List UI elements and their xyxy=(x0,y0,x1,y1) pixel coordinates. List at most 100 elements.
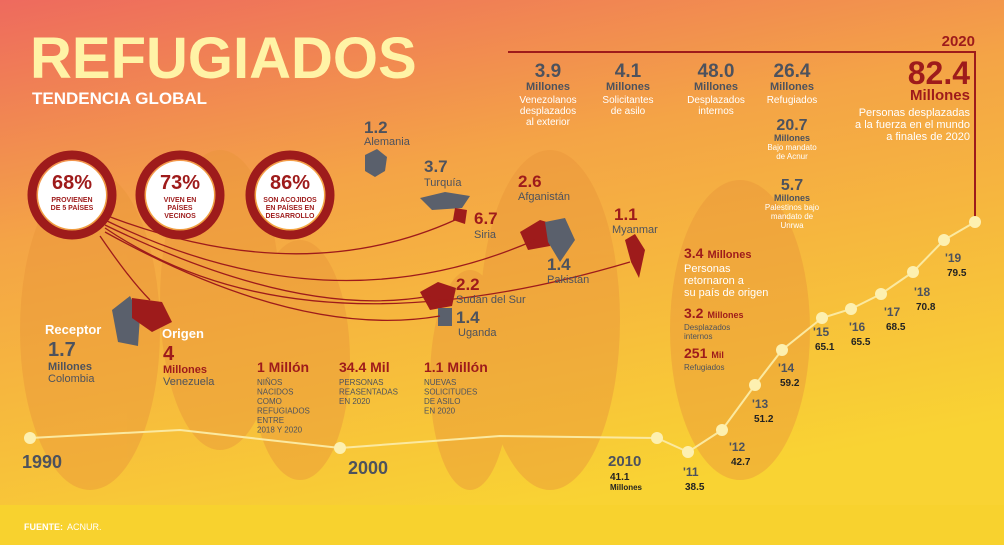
stat-value: 26.4 xyxy=(774,61,811,82)
ring xyxy=(27,150,117,240)
circle-text: DE 5 PAÍSES xyxy=(51,203,94,212)
trend-point xyxy=(682,446,694,458)
stat-text: de asilo xyxy=(611,106,646,117)
total-unit: Millones xyxy=(910,87,970,104)
trend-point xyxy=(938,234,950,246)
return-text: internos xyxy=(684,332,712,341)
year-value: 38.5 xyxy=(685,482,705,493)
trend-point xyxy=(651,432,663,444)
stat-unit: Millones xyxy=(774,193,810,203)
year-value: 68.5 xyxy=(886,322,906,333)
return-unit: Millones xyxy=(707,249,751,261)
stat-text: de Acnur xyxy=(776,152,808,161)
percent: 68% xyxy=(52,172,92,194)
stat-value: 3.9 xyxy=(535,61,561,82)
total-text: Personas desplazadas xyxy=(859,107,971,119)
fact-text: REASENTADAS xyxy=(339,388,398,397)
circle-text: PAÍSES xyxy=(167,203,192,212)
fact-text: DE ASILO xyxy=(424,397,460,406)
return-number: 3.2 xyxy=(684,305,704,321)
country-name: Uganda xyxy=(458,327,497,339)
country-name: Siria xyxy=(474,229,497,241)
fact-text: REFUGIADOS xyxy=(257,407,310,416)
year-label: '14 xyxy=(778,361,795,375)
trend-point xyxy=(749,379,761,391)
fact-text: EN 2020 xyxy=(424,407,456,416)
return-number: 3.4 xyxy=(684,245,704,261)
stat-text: Solicitantes xyxy=(602,95,653,106)
stat-text: Desplazados xyxy=(687,95,745,106)
year-label: '11 xyxy=(683,465,699,479)
year-value: 59.2 xyxy=(780,378,800,389)
fact-text: NIÑOS xyxy=(257,378,282,387)
stat-unit: Millones xyxy=(694,81,738,93)
percent: 86% xyxy=(270,172,310,194)
return-value: 3.4 Millones xyxy=(684,245,751,261)
circle-text: EN PAÍSES EN xyxy=(266,203,315,212)
country-name: Sudán del Sur xyxy=(456,294,526,306)
title: REFUGIADOS xyxy=(30,26,417,91)
total-bracket xyxy=(508,51,976,222)
fact-text: SOLICITUDES xyxy=(424,388,477,397)
fact-text: PERSONAS xyxy=(339,378,383,387)
trend-point xyxy=(24,432,36,444)
maps xyxy=(112,149,645,346)
receptor-name: Colombia xyxy=(48,373,95,385)
trend-point xyxy=(816,312,828,324)
trend-point xyxy=(776,344,788,356)
stat-text: Refugiados xyxy=(767,95,818,106)
source-text: ACNUR. xyxy=(67,522,102,532)
fact-value: 1 Millón xyxy=(257,359,309,375)
origen-label: Origen xyxy=(162,326,204,341)
footer-band xyxy=(0,505,1004,545)
fact-text: EN 2020 xyxy=(339,397,371,406)
circle-text: PROVIENEN xyxy=(51,197,92,204)
return-text: su país de origen xyxy=(684,287,768,299)
circle-text: DESARROLLO xyxy=(266,213,316,220)
year-label: '16 xyxy=(849,320,866,334)
country-name: Pakistán xyxy=(547,274,589,286)
circle-text: VECINOS xyxy=(164,213,196,220)
trend-point xyxy=(907,266,919,278)
year-value: 70.8 xyxy=(916,302,936,313)
stat-text: internos xyxy=(698,106,734,117)
year-unit: Millones xyxy=(610,483,643,492)
year-value: 51.2 xyxy=(754,414,774,425)
ring-inner xyxy=(256,161,324,229)
country-value: 2.6 xyxy=(518,172,542,191)
stat-value: 5.7 xyxy=(781,177,803,194)
year-value: 65.1 xyxy=(815,342,835,353)
receptor-unit: Millones xyxy=(48,361,92,373)
country-value: 2.2 xyxy=(456,275,480,294)
return-text: Personas xyxy=(684,263,731,275)
stat-text: desplazados xyxy=(520,106,576,117)
total-text: a la fuerza en el mundo xyxy=(855,119,970,131)
stat-text: mandato de xyxy=(771,212,814,221)
trend-point xyxy=(716,424,728,436)
year-value: 65.5 xyxy=(851,337,871,348)
return-text: Refugiados xyxy=(684,363,724,372)
total-year: 2020 xyxy=(942,33,975,50)
percent: 73% xyxy=(160,172,200,194)
ring-inner xyxy=(146,161,214,229)
country-value: 1.4 xyxy=(547,255,571,274)
stat-value: 20.7 xyxy=(776,117,807,134)
total-value: 82.4 xyxy=(908,55,970,91)
origen-name: Venezuela xyxy=(163,376,215,388)
stat-unit: Millones xyxy=(526,81,570,93)
year-label: '12 xyxy=(729,440,746,454)
stat-value: 4.1 xyxy=(615,61,642,82)
source-label: FUENTE: xyxy=(24,522,63,532)
year-label: 1990 xyxy=(22,452,62,472)
country-name: Afganistán xyxy=(518,191,570,203)
ring xyxy=(135,150,225,240)
total-text: a finales de 2020 xyxy=(886,131,970,143)
stat-text: Venezolanos xyxy=(519,95,576,106)
fact-text: NUEVAS xyxy=(424,378,456,387)
year-label: '17 xyxy=(884,305,901,319)
stat-unit: Millones xyxy=(774,133,810,143)
country-value: 1.4 xyxy=(456,308,480,327)
return-value: 3.2 Millones xyxy=(684,305,743,321)
